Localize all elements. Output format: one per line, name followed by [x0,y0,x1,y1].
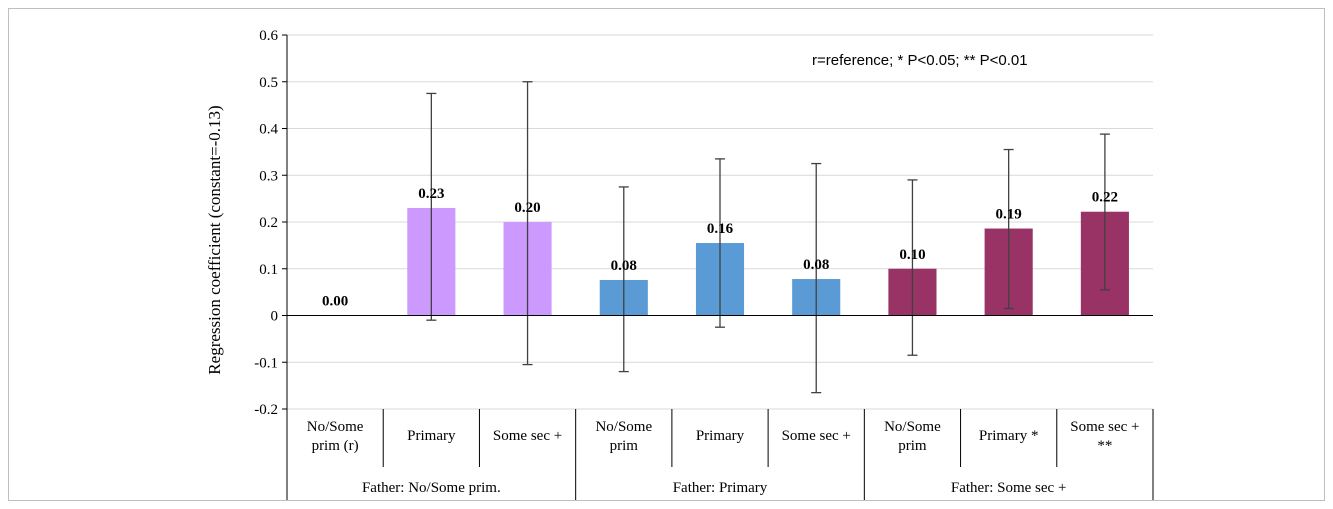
y-tick-label: -0.2 [254,402,278,418]
category-label: prim [610,438,639,454]
category-label: No/Some [884,419,941,435]
y-tick-label: 0.6 [259,28,278,44]
error-bars [426,81,1110,394]
value-label: 0.22 [1092,190,1118,206]
y-tick-label: 0.1 [259,262,278,278]
group-label: Father: No/Some prim. [362,480,501,496]
y-tick-label: 0.5 [259,75,278,91]
bars [407,207,1129,316]
value-label: 0.23 [418,186,444,202]
y-axis-label: Regression coefficient (constant=-0.13) [205,105,224,374]
value-label: 0.08 [611,258,637,274]
category-label: Primary [696,428,745,444]
y-tick-label: 0.2 [259,215,278,231]
y-tick-label: 0.4 [259,122,278,138]
value-label: 0.16 [707,221,734,237]
category-label: Some sec + [782,428,851,444]
y-tick-label: 0 [271,309,279,325]
value-labels: 0.00 0.23 0.20 0.08 0.16 0.08 0.10 0.19 0.22 [322,186,1118,310]
group-labels: Father: No/Some prim. Father: Primary Fath… [362,480,1066,496]
value-label: 0.19 [996,207,1022,223]
category-label: Some sec + [1070,419,1139,435]
category-label: No/Some [307,419,364,435]
significance-note: r=reference; * P<0.05; ** P<0.01 [812,52,1028,69]
category-label: Some sec + [493,428,562,444]
category-label: prim [898,438,927,454]
category-label: No/Some [595,419,652,435]
value-label: 0.10 [899,247,925,263]
value-label: 0.00 [322,294,348,310]
category-label: ** [1097,438,1112,454]
y-tick-labels: -0.2 -0.1 0 0.1 0.2 0.3 0.4 0.5 0.6 [254,28,278,418]
category-label: Primary * [979,428,1039,444]
category-label: Primary [407,428,456,444]
category-labels: No/Some prim (r) Primary Some sec + No/Some p… [286,409,1154,500]
group-label: Father: Some sec + [951,480,1067,496]
value-label: 0.20 [514,200,540,216]
group-label: Father: Primary [673,480,768,496]
category-label: prim (r) [312,438,359,454]
y-tick-label: -0.1 [254,355,278,371]
value-label: 0.08 [803,257,829,273]
y-tick-label: 0.3 [259,168,278,184]
